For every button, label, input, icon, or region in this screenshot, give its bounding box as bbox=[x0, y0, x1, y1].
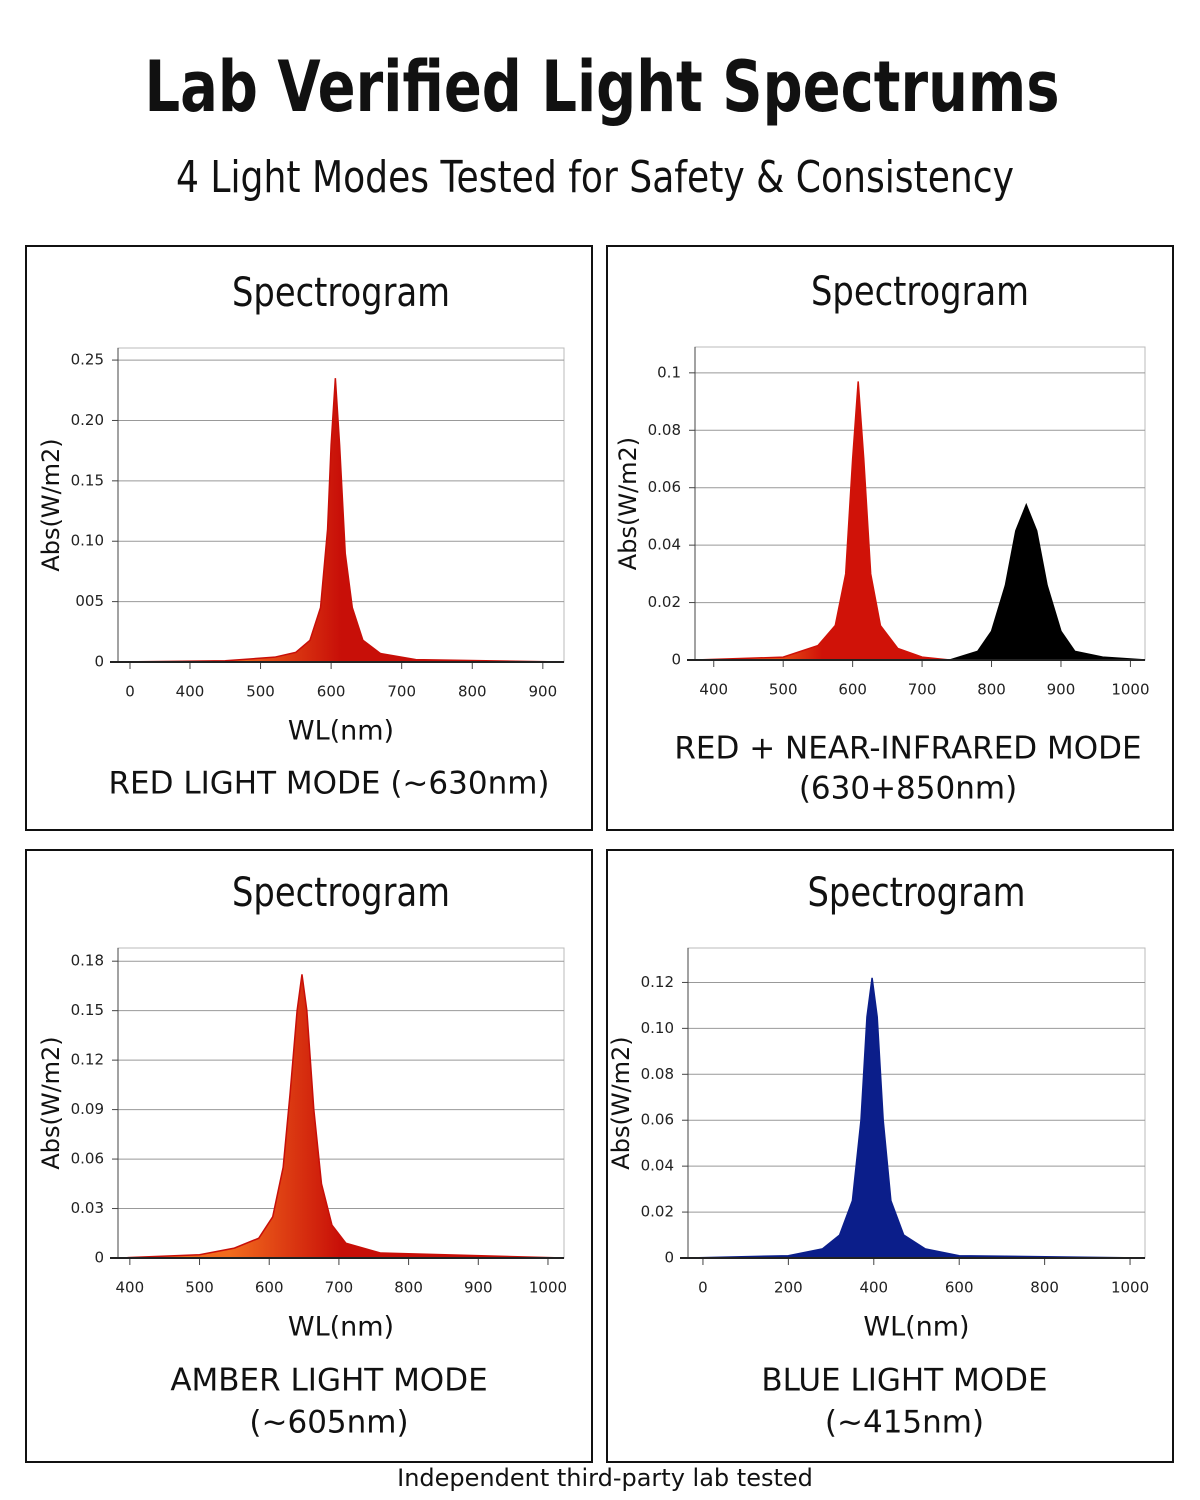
y-axis-label: Abs(W/m2) bbox=[607, 1036, 635, 1169]
spectrum-area bbox=[117, 378, 565, 663]
spectrum-area bbox=[117, 974, 565, 1259]
footer-note: Independent third-party lab tested bbox=[397, 1464, 813, 1492]
chart-title: Spectrogram bbox=[811, 269, 1029, 315]
chart-title: Spectrogram bbox=[232, 870, 450, 916]
x-axis-label: WL(nm) bbox=[288, 1312, 394, 1343]
mode-caption: (~415nm) bbox=[825, 1405, 984, 1441]
y-tick-label: 0.10 bbox=[641, 1019, 674, 1037]
panel bbox=[25, 245, 593, 831]
y-tick-label: 0 bbox=[94, 653, 104, 671]
x-tick-label: 700 bbox=[387, 683, 416, 701]
x-tick-label: 800 bbox=[1030, 1279, 1059, 1297]
x-tick-label: 600 bbox=[838, 681, 867, 699]
x-tick-label: 200 bbox=[774, 1279, 803, 1297]
x-tick-label: 400 bbox=[116, 1279, 145, 1297]
y-tick-label: 0.15 bbox=[71, 1001, 104, 1019]
y-tick-label: 0.10 bbox=[71, 532, 104, 550]
y-tick-label: 0.06 bbox=[648, 478, 681, 496]
x-tick-label: 800 bbox=[394, 1279, 423, 1297]
page-title: Lab Verified Light Spectrums bbox=[145, 46, 1060, 128]
x-tick-label: 800 bbox=[977, 681, 1006, 699]
spectrum-area bbox=[694, 381, 950, 661]
chart-title: Spectrogram bbox=[808, 870, 1026, 916]
y-tick-label: 0.06 bbox=[71, 1150, 104, 1168]
y-axis-label: Abs(W/m2) bbox=[37, 1036, 65, 1169]
x-tick-label: 1000 bbox=[1111, 681, 1149, 699]
page-subtitle: 4 Light Modes Tested for Safety & Consis… bbox=[176, 152, 1014, 203]
x-tick-label: 1000 bbox=[529, 1279, 567, 1297]
y-tick-label: 0.04 bbox=[648, 536, 681, 554]
x-tick-label: 500 bbox=[185, 1279, 214, 1297]
spectrum-area bbox=[687, 977, 1146, 1259]
x-tick-label: 400 bbox=[699, 681, 728, 699]
y-tick-label: 0.08 bbox=[648, 421, 681, 439]
mode-caption: AMBER LIGHT MODE bbox=[170, 1363, 487, 1399]
panel bbox=[606, 849, 1174, 1463]
spectrum-area bbox=[949, 502, 1146, 661]
x-tick-label: 500 bbox=[246, 683, 275, 701]
x-tick-label: 600 bbox=[317, 683, 346, 701]
x-tick-label: 900 bbox=[529, 683, 558, 701]
mode-caption: (~605nm) bbox=[249, 1405, 408, 1441]
x-axis-label: WL(nm) bbox=[288, 716, 394, 747]
y-tick-label: 0.08 bbox=[641, 1065, 674, 1083]
y-tick-label: 0.15 bbox=[71, 471, 104, 489]
y-tick-label: 0 bbox=[664, 1249, 674, 1267]
x-axis-label: WL(nm) bbox=[863, 1312, 969, 1343]
x-tick-label: 600 bbox=[255, 1279, 284, 1297]
y-tick-label: 0.02 bbox=[648, 593, 681, 611]
panel bbox=[25, 849, 593, 1463]
y-tick-label: 0.03 bbox=[71, 1199, 104, 1217]
x-tick-label: 0 bbox=[125, 683, 135, 701]
y-tick-label: 0.02 bbox=[641, 1203, 674, 1221]
y-tick-label: 0 bbox=[671, 651, 681, 669]
y-axis-label: Abs(W/m2) bbox=[614, 437, 642, 570]
y-tick-label: 0.18 bbox=[71, 952, 104, 970]
x-tick-label: 900 bbox=[1047, 681, 1076, 699]
mode-caption: RED + NEAR-INFRARED MODE bbox=[674, 731, 1141, 767]
x-tick-label: 700 bbox=[908, 681, 937, 699]
x-tick-label: 500 bbox=[769, 681, 798, 699]
mode-caption: RED LIGHT MODE (~630nm) bbox=[108, 766, 549, 802]
y-tick-label: 0.04 bbox=[641, 1157, 674, 1175]
x-tick-label: 700 bbox=[325, 1279, 354, 1297]
y-tick-label: 005 bbox=[75, 592, 104, 610]
y-tick-label: 0.20 bbox=[71, 411, 104, 429]
x-tick-label: 900 bbox=[464, 1279, 493, 1297]
y-tick-label: 0.06 bbox=[641, 1111, 674, 1129]
y-tick-label: 0.25 bbox=[71, 351, 104, 369]
y-tick-label: 0.12 bbox=[71, 1051, 104, 1069]
y-tick-label: 0.12 bbox=[641, 973, 674, 991]
y-tick-label: 0 bbox=[94, 1249, 104, 1267]
x-tick-label: 800 bbox=[458, 683, 487, 701]
mode-caption: BLUE LIGHT MODE bbox=[761, 1363, 1047, 1399]
x-tick-label: 400 bbox=[859, 1279, 888, 1297]
mode-caption: (630+850nm) bbox=[799, 771, 1017, 807]
x-tick-label: 1000 bbox=[1111, 1279, 1149, 1297]
y-axis-label: Abs(W/m2) bbox=[37, 438, 65, 571]
x-tick-label: 400 bbox=[176, 683, 205, 701]
x-tick-label: 0 bbox=[698, 1279, 708, 1297]
x-tick-label: 600 bbox=[945, 1279, 974, 1297]
panel bbox=[606, 245, 1174, 831]
y-tick-label: 0.09 bbox=[71, 1100, 104, 1118]
y-tick-label: 0.1 bbox=[657, 363, 681, 381]
chart-title: Spectrogram bbox=[232, 270, 450, 316]
